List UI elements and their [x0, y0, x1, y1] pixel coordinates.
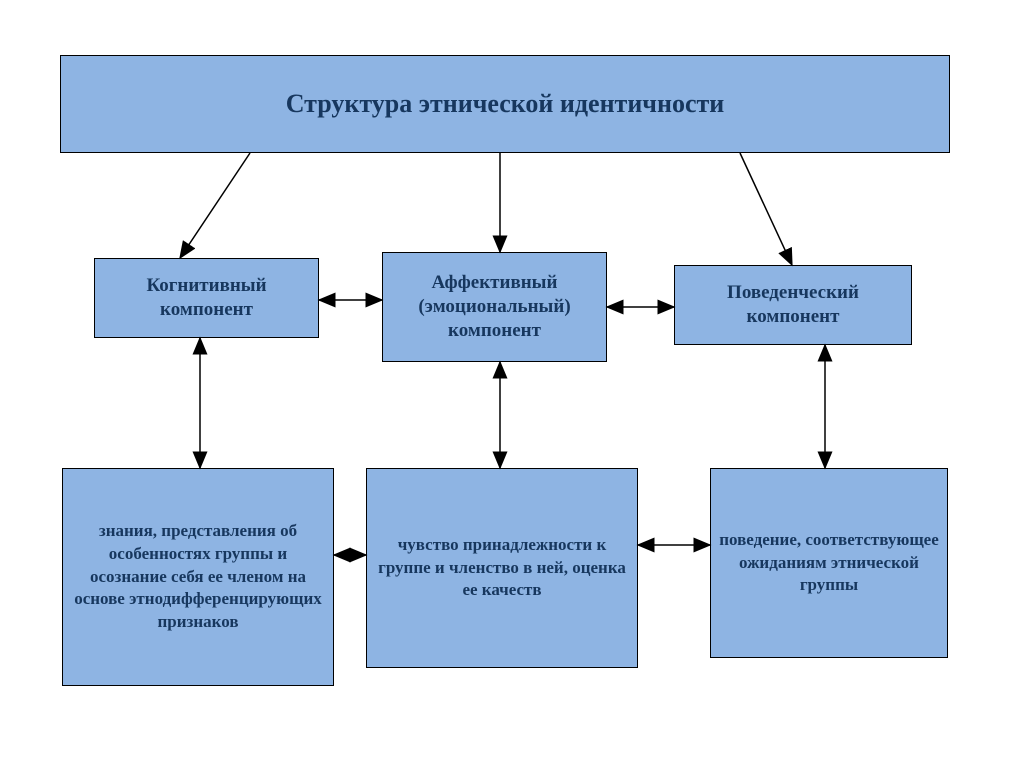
node-detail-2: чувство принадлежности к группе и членст…	[366, 468, 638, 668]
node-detail-2-label: чувство принадлежности к группе и членст…	[373, 534, 631, 603]
node-cognitive: Когнитивный компонент	[94, 258, 319, 338]
edge	[180, 153, 250, 258]
node-affective: Аффективный (эмоциональный) компонент	[382, 252, 607, 362]
node-behavioral-label: Поведенческий компонент	[681, 281, 905, 329]
title-label: Структура этнической идентичности	[286, 89, 725, 119]
node-affective-label: Аффективный (эмоциональный) компонент	[389, 271, 600, 342]
title-node: Структура этнической идентичности	[60, 55, 950, 153]
node-detail-1-label: знания, представления об особенностях гр…	[69, 520, 327, 635]
node-cognitive-label: Когнитивный компонент	[101, 274, 312, 322]
node-detail-3: поведение, соответствующее ожиданиям этн…	[710, 468, 948, 658]
node-behavioral: Поведенческий компонент	[674, 265, 912, 345]
node-detail-3-label: поведение, соответствующее ожиданиям этн…	[717, 529, 941, 598]
edge	[740, 153, 792, 265]
node-detail-1: знания, представления об особенностях гр…	[62, 468, 334, 686]
